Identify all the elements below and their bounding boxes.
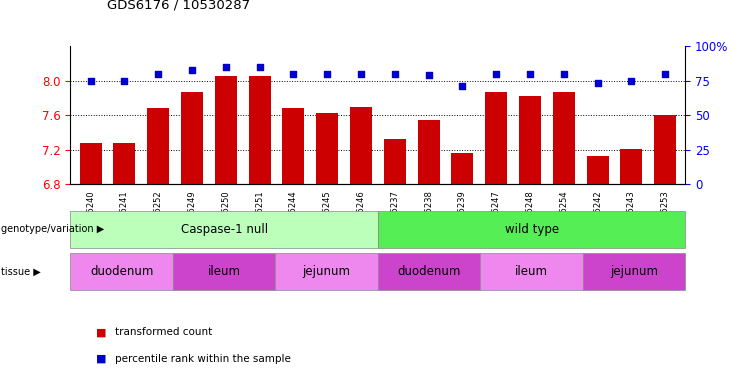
Bar xyxy=(485,92,507,184)
Bar xyxy=(350,106,372,184)
Text: duodenum: duodenum xyxy=(397,265,461,278)
Text: GDS6176 / 10530287: GDS6176 / 10530287 xyxy=(107,0,250,12)
Text: ileum: ileum xyxy=(515,265,548,278)
Point xyxy=(288,71,299,77)
Bar xyxy=(249,76,270,184)
Bar xyxy=(215,76,237,184)
Bar xyxy=(147,108,169,184)
Point xyxy=(220,64,232,70)
Text: genotype/variation ▶: genotype/variation ▶ xyxy=(1,224,104,235)
Bar xyxy=(181,92,203,184)
Bar xyxy=(587,156,608,184)
Point xyxy=(558,71,570,77)
Text: wild type: wild type xyxy=(505,223,559,236)
Bar xyxy=(418,119,439,184)
Text: jejunum: jejunum xyxy=(302,265,350,278)
Bar xyxy=(113,143,136,184)
Bar xyxy=(316,113,338,184)
Point xyxy=(355,71,367,77)
Text: duodenum: duodenum xyxy=(90,265,153,278)
Text: jejunum: jejunum xyxy=(610,265,658,278)
Text: ■: ■ xyxy=(96,354,107,364)
Point xyxy=(591,80,603,86)
Point xyxy=(186,66,198,73)
Point xyxy=(456,83,468,89)
Bar xyxy=(519,96,541,184)
Point xyxy=(491,71,502,77)
Point xyxy=(253,64,265,70)
Text: ■: ■ xyxy=(96,327,107,337)
Bar xyxy=(384,139,406,184)
Bar xyxy=(80,143,102,184)
Point xyxy=(153,71,165,77)
Bar xyxy=(654,115,676,184)
Bar xyxy=(282,108,305,184)
Point xyxy=(119,78,130,84)
Bar xyxy=(620,149,642,184)
Point xyxy=(389,71,401,77)
Text: tissue ▶: tissue ▶ xyxy=(1,266,41,277)
Point xyxy=(524,71,536,77)
Text: transformed count: transformed count xyxy=(115,327,212,337)
Point xyxy=(625,78,637,84)
Bar xyxy=(451,153,473,184)
Text: ileum: ileum xyxy=(207,265,241,278)
Text: percentile rank within the sample: percentile rank within the sample xyxy=(115,354,290,364)
Point xyxy=(322,71,333,77)
Bar xyxy=(553,92,575,184)
Point xyxy=(84,78,96,84)
Text: Caspase-1 null: Caspase-1 null xyxy=(181,223,268,236)
Point xyxy=(422,72,434,78)
Point xyxy=(659,71,671,77)
